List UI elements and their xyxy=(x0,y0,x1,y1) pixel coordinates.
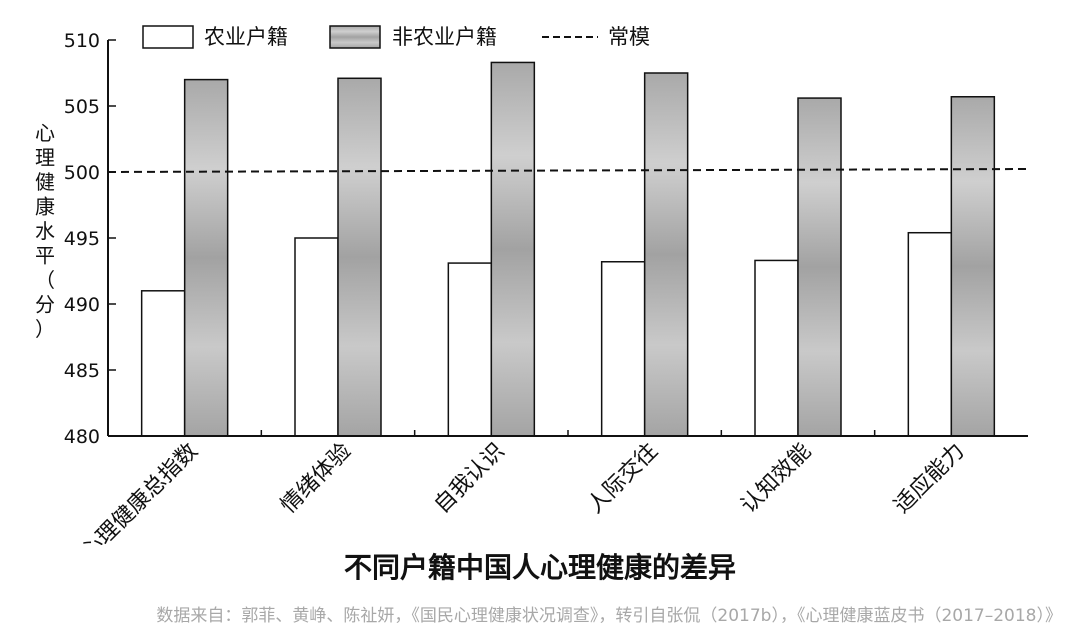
bar-urban xyxy=(490,61,536,437)
bar-rural xyxy=(907,231,953,437)
category-label: 心理健康总指数 xyxy=(76,439,203,545)
bar-rural xyxy=(600,261,646,437)
y-tick-label: 490 xyxy=(64,294,100,316)
legend-swatch-urban xyxy=(329,25,381,49)
bars xyxy=(140,61,996,437)
category-label: 自我认识 xyxy=(430,439,510,519)
bar-rural xyxy=(754,259,799,437)
y-tick-label: 505 xyxy=(64,96,100,118)
legend-swatch-rural xyxy=(142,25,194,49)
bar-rural xyxy=(294,237,339,437)
reference-line xyxy=(107,168,1029,173)
y-tick-label: 495 xyxy=(64,228,100,250)
y-tick-label: 480 xyxy=(64,426,100,448)
source-note: 数据来自：郭菲、黄峥、陈祉妍，《国民心理健康状况调查》，转引自张侃（2017b）… xyxy=(156,606,1062,626)
y-axis-label-text: 心理健康水平（分） xyxy=(35,121,55,341)
legend: 农业户籍 非农业户籍 常模 xyxy=(142,25,650,49)
category-label: 适应能力 xyxy=(890,439,970,519)
chart-title: 不同户籍中国人心理健康的差异 xyxy=(343,551,736,584)
chart: 农业户籍 非农业户籍 常模 心理健康水平（分） 480 485 490 495 500 5… xyxy=(35,25,1029,545)
bar-urban xyxy=(797,97,842,437)
y-tick-label: 510 xyxy=(64,30,100,52)
legend-label-reference: 常模 xyxy=(608,25,650,49)
y-tick-label: 500 xyxy=(64,162,100,184)
category-label: 认知效能 xyxy=(736,439,816,519)
axes xyxy=(107,40,1028,437)
bar-urban xyxy=(643,72,689,437)
bar-urban xyxy=(950,96,996,437)
reference-line-group xyxy=(107,168,1029,173)
category-labels: 心理健康总指数 情绪体验 自我认识 人际交往 认知效能 适应能力 xyxy=(76,439,969,545)
legend-label-rural: 农业户籍 xyxy=(204,25,288,49)
y-axis-label: 心理健康水平（分） xyxy=(35,121,55,341)
bar-rural xyxy=(447,262,493,437)
bar-urban xyxy=(183,78,229,437)
y-axis-ticks: 480 485 490 495 500 505 510 xyxy=(64,30,116,448)
category-label: 情绪体验 xyxy=(276,439,356,519)
category-label: 人际交往 xyxy=(583,439,663,519)
bar-rural xyxy=(140,290,186,437)
y-tick-label: 485 xyxy=(64,360,100,382)
legend-label-urban: 非农业户籍 xyxy=(392,25,497,49)
bar-urban xyxy=(337,77,382,437)
